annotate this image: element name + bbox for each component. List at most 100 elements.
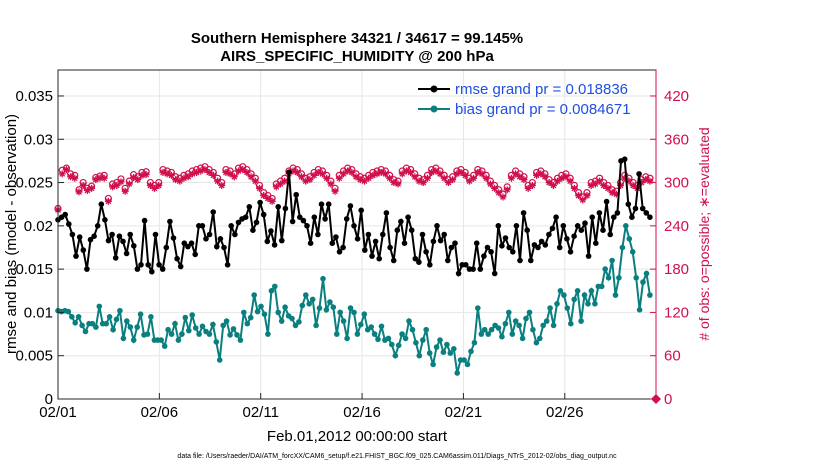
rmse-point bbox=[473, 240, 480, 246]
bias-point bbox=[495, 325, 502, 331]
rmse-point bbox=[199, 223, 206, 229]
bias-point bbox=[241, 309, 247, 316]
obs-evaluated-point bbox=[638, 179, 646, 187]
bias-point bbox=[506, 309, 512, 316]
obs-evaluated-point bbox=[117, 178, 125, 186]
bias-point bbox=[371, 331, 378, 337]
bias-point bbox=[344, 335, 350, 342]
obs-evaluated-point bbox=[281, 177, 289, 185]
obs-evaluated-point bbox=[176, 177, 184, 185]
obs-evaluated-point bbox=[71, 174, 79, 182]
rmse-point bbox=[228, 223, 234, 229]
bias-point bbox=[368, 324, 375, 330]
bias-point bbox=[96, 303, 103, 310]
obs-evaluated-point bbox=[478, 170, 486, 178]
obs-evaluated-point bbox=[432, 167, 440, 175]
obs-evaluated-point bbox=[457, 168, 465, 176]
bias-point bbox=[647, 292, 653, 298]
rmse-point bbox=[131, 243, 137, 249]
bias-point bbox=[313, 322, 319, 329]
bias-point bbox=[629, 249, 636, 255]
bias-point bbox=[578, 318, 584, 324]
bias-point bbox=[117, 307, 123, 314]
obs-evaluated-point bbox=[180, 174, 188, 182]
bias-point bbox=[234, 332, 240, 338]
rmse-point bbox=[578, 227, 585, 233]
obs-evaluated-point bbox=[100, 174, 108, 182]
obs-evaluated-point bbox=[491, 184, 499, 192]
rmse-point bbox=[174, 255, 180, 262]
bias-point bbox=[616, 275, 622, 281]
bias-point bbox=[385, 335, 392, 342]
bias-point bbox=[416, 352, 423, 359]
bias-point bbox=[402, 335, 409, 342]
obs-evaluated-point bbox=[646, 177, 654, 185]
bias-point bbox=[413, 339, 419, 346]
bias-point bbox=[354, 331, 361, 337]
y-tick-label: 0.03 bbox=[24, 131, 53, 148]
bias-point bbox=[444, 341, 450, 348]
bias-point bbox=[485, 331, 492, 337]
rmse-point bbox=[250, 227, 256, 233]
obs-evaluated-point bbox=[184, 173, 192, 181]
obs-evaluated-point bbox=[407, 168, 415, 176]
legend-rmse-marker bbox=[430, 85, 438, 93]
obs-evaluated-point bbox=[214, 177, 222, 185]
obs-evaluated-point bbox=[239, 166, 247, 174]
bias-point bbox=[409, 326, 416, 333]
bias-point bbox=[605, 275, 612, 281]
x-axis-label: Feb.01,2012 00:00:00 start bbox=[267, 428, 448, 445]
rmse-point bbox=[315, 231, 321, 238]
rmse-point bbox=[582, 220, 588, 226]
bias-point bbox=[533, 339, 540, 346]
rmse-point bbox=[275, 204, 282, 210]
bias-point bbox=[454, 370, 461, 376]
obs-evaluated-point bbox=[260, 192, 268, 200]
bias-point bbox=[220, 322, 226, 329]
bias-point bbox=[148, 314, 154, 320]
obs-evaluated-point bbox=[310, 171, 318, 179]
bias-point bbox=[124, 318, 130, 324]
rmse-point bbox=[62, 211, 68, 218]
obs-evaluated-point bbox=[58, 170, 66, 178]
rmse-point bbox=[506, 244, 512, 251]
bias-point bbox=[254, 308, 261, 315]
bias-point bbox=[306, 301, 313, 307]
obs-evaluated-point bbox=[528, 181, 536, 189]
bias-point bbox=[609, 257, 615, 264]
obs-evaluated-point bbox=[365, 174, 373, 182]
rmse-point bbox=[639, 205, 646, 212]
rmse-point bbox=[138, 262, 144, 268]
obs-evaluated-point bbox=[348, 168, 356, 176]
obs-evaluated-point bbox=[360, 177, 368, 185]
bias-point bbox=[626, 236, 633, 242]
bias-point bbox=[206, 331, 213, 337]
obs-evaluated-point bbox=[470, 174, 478, 182]
bias-point bbox=[581, 292, 588, 298]
obs-evaluated-point bbox=[394, 180, 402, 188]
rmse-point bbox=[510, 249, 516, 255]
bias-point bbox=[69, 314, 75, 320]
rmse-point bbox=[282, 205, 289, 212]
obs-evaluated-point bbox=[436, 170, 444, 178]
y-right-tick-label: 180 bbox=[664, 261, 689, 278]
rmse-point bbox=[217, 236, 224, 242]
rmse-point bbox=[76, 234, 83, 240]
bias-point bbox=[213, 339, 220, 345]
rmse-point bbox=[441, 231, 448, 238]
bias-point bbox=[526, 309, 533, 316]
bias-point bbox=[93, 324, 99, 330]
y-tick-label: 0.015 bbox=[15, 261, 53, 278]
y-tick-label: 0.01 bbox=[24, 304, 53, 321]
obs-evaluated-point bbox=[146, 181, 154, 189]
bias-point bbox=[237, 337, 244, 343]
bias-point bbox=[571, 296, 577, 303]
obs-evaluated-point bbox=[449, 176, 457, 184]
rmse-point bbox=[351, 223, 357, 229]
obs-evaluated-point bbox=[344, 167, 352, 175]
rmse-point bbox=[621, 156, 628, 162]
obs-evaluated-point bbox=[155, 181, 163, 189]
rmse-point bbox=[203, 236, 209, 242]
obs-evaluated-point bbox=[121, 187, 129, 195]
rmse-point bbox=[109, 231, 115, 238]
